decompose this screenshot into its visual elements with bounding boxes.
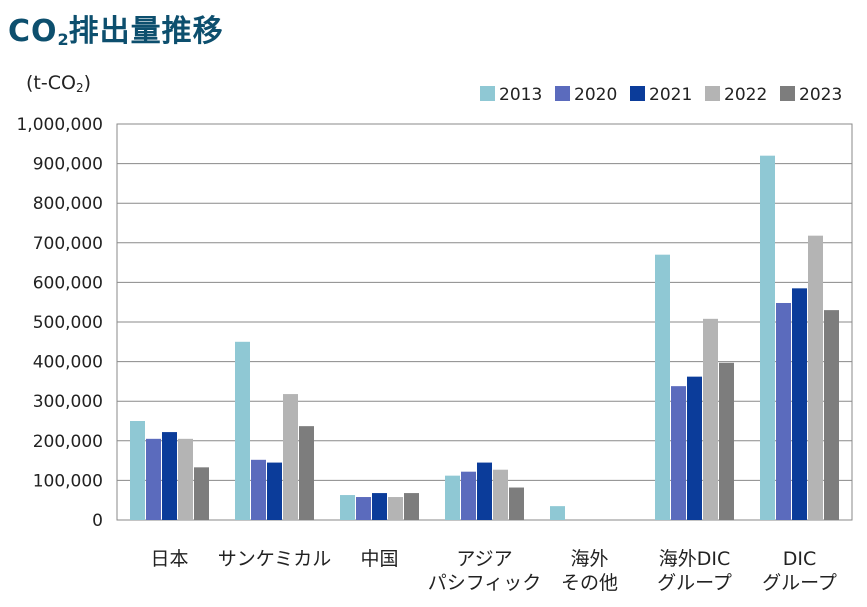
unit-subscript: 2 (75, 81, 84, 95)
legend-label-2022: 2022 (724, 85, 767, 105)
bar-2022 (703, 318, 718, 520)
x-category-label: サンケミカル (218, 548, 331, 570)
legend-label-2021: 2021 (649, 85, 692, 105)
bar-2020 (461, 471, 476, 520)
legend-swatch-2013 (480, 86, 495, 101)
x-category-label: 海外 (570, 548, 608, 570)
bar-2020 (146, 438, 161, 520)
y-tick-label: 300,000 (33, 392, 103, 412)
bar-2021 (267, 462, 282, 520)
bar-2022 (178, 438, 193, 520)
bar-2021 (372, 493, 387, 520)
bar-2020 (671, 386, 686, 520)
bar-2023 (299, 426, 314, 520)
chart-title: CO2排出量推移 (8, 6, 224, 50)
bar-2020 (776, 302, 791, 520)
title-subscript: 2 (57, 30, 69, 49)
bar-2022 (388, 497, 403, 520)
x-category-label: 中国 (360, 548, 398, 570)
legend-label-2023: 2023 (799, 85, 842, 105)
y-tick-label: 600,000 (33, 273, 103, 293)
bar-2013 (445, 475, 460, 520)
y-tick-label: 800,000 (33, 194, 103, 214)
legend-swatch-2021 (630, 86, 645, 101)
y-tick-label: 1,000,000 (16, 115, 103, 135)
bar-2023 (404, 493, 419, 520)
bar-2020 (251, 459, 266, 520)
bar-2020 (356, 497, 371, 520)
bar-2021 (162, 432, 177, 520)
bar-2022 (808, 235, 823, 520)
legend-label-2020: 2020 (574, 85, 617, 105)
y-tick-label: 700,000 (33, 234, 103, 254)
x-category-label: DIC (783, 548, 817, 570)
bar-2022 (283, 394, 298, 520)
bar-2023 (719, 362, 734, 520)
bar-2013 (550, 506, 565, 520)
bar-2023 (194, 467, 209, 520)
bar-2013 (340, 495, 355, 520)
x-category-label: その他 (561, 572, 618, 594)
bar-2021 (792, 288, 807, 520)
legend-swatch-2023 (780, 86, 795, 101)
bar-2013 (760, 155, 775, 520)
bar-2021 (477, 462, 492, 520)
y-tick-label: 200,000 (33, 432, 103, 452)
bar-2023 (509, 487, 524, 520)
legend-label-2013: 2013 (499, 85, 542, 105)
bar-2021 (687, 376, 702, 520)
bar-2013 (655, 254, 670, 520)
x-category-label: 日本 (150, 548, 188, 570)
x-category-label: アジア (456, 548, 512, 570)
y-tick-label: 0 (92, 511, 103, 531)
x-category-label: 海外DIC (659, 548, 731, 570)
x-category-label: パシフィック (428, 572, 542, 594)
bar-2013 (235, 341, 250, 520)
y-axis-unit: (t-CO2) (26, 72, 91, 95)
unit-close: ) (83, 72, 92, 94)
unit-open: (t-CO (26, 72, 76, 94)
y-tick-label: 400,000 (33, 353, 103, 373)
title-main: CO (8, 14, 58, 49)
legend-swatch-2020 (555, 86, 570, 101)
y-tick-label: 500,000 (33, 313, 103, 333)
bar-2013 (130, 421, 145, 520)
x-category-label: グループ (762, 572, 837, 594)
y-tick-label: 100,000 (33, 471, 103, 491)
x-category-label: グループ (657, 572, 732, 594)
title-rest: 排出量推移 (68, 14, 224, 49)
legend-swatch-2022 (705, 86, 720, 101)
bar-2022 (493, 469, 508, 520)
y-tick-label: 900,000 (33, 155, 103, 175)
bar-2023 (824, 310, 839, 520)
